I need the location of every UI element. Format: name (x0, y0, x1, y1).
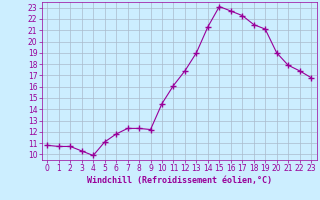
X-axis label: Windchill (Refroidissement éolien,°C): Windchill (Refroidissement éolien,°C) (87, 176, 272, 185)
